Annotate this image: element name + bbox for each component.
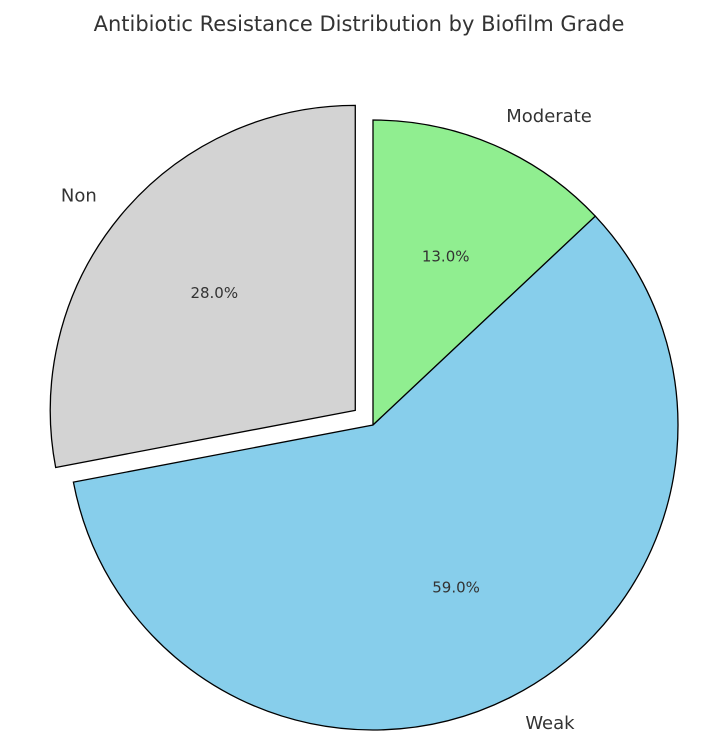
category-label-weak: Weak xyxy=(525,713,575,734)
category-label-non: Non xyxy=(61,185,97,206)
pie-labels: Moderate 13.0% Weak 59.0% Non 28.0% xyxy=(61,106,592,734)
chart-title: Antibiotic Resistance Distribution by Bi… xyxy=(93,12,625,36)
pie-slice-non xyxy=(49,104,356,469)
category-label-moderate: Moderate xyxy=(506,106,592,127)
percent-label-moderate: 13.0% xyxy=(422,248,470,266)
percent-label-non: 28.0% xyxy=(190,284,238,302)
percent-label-weak: 59.0% xyxy=(432,579,480,597)
pie-slice-moderate xyxy=(372,119,597,427)
pie-slice-weak xyxy=(72,215,679,731)
pie-slices xyxy=(49,104,679,731)
